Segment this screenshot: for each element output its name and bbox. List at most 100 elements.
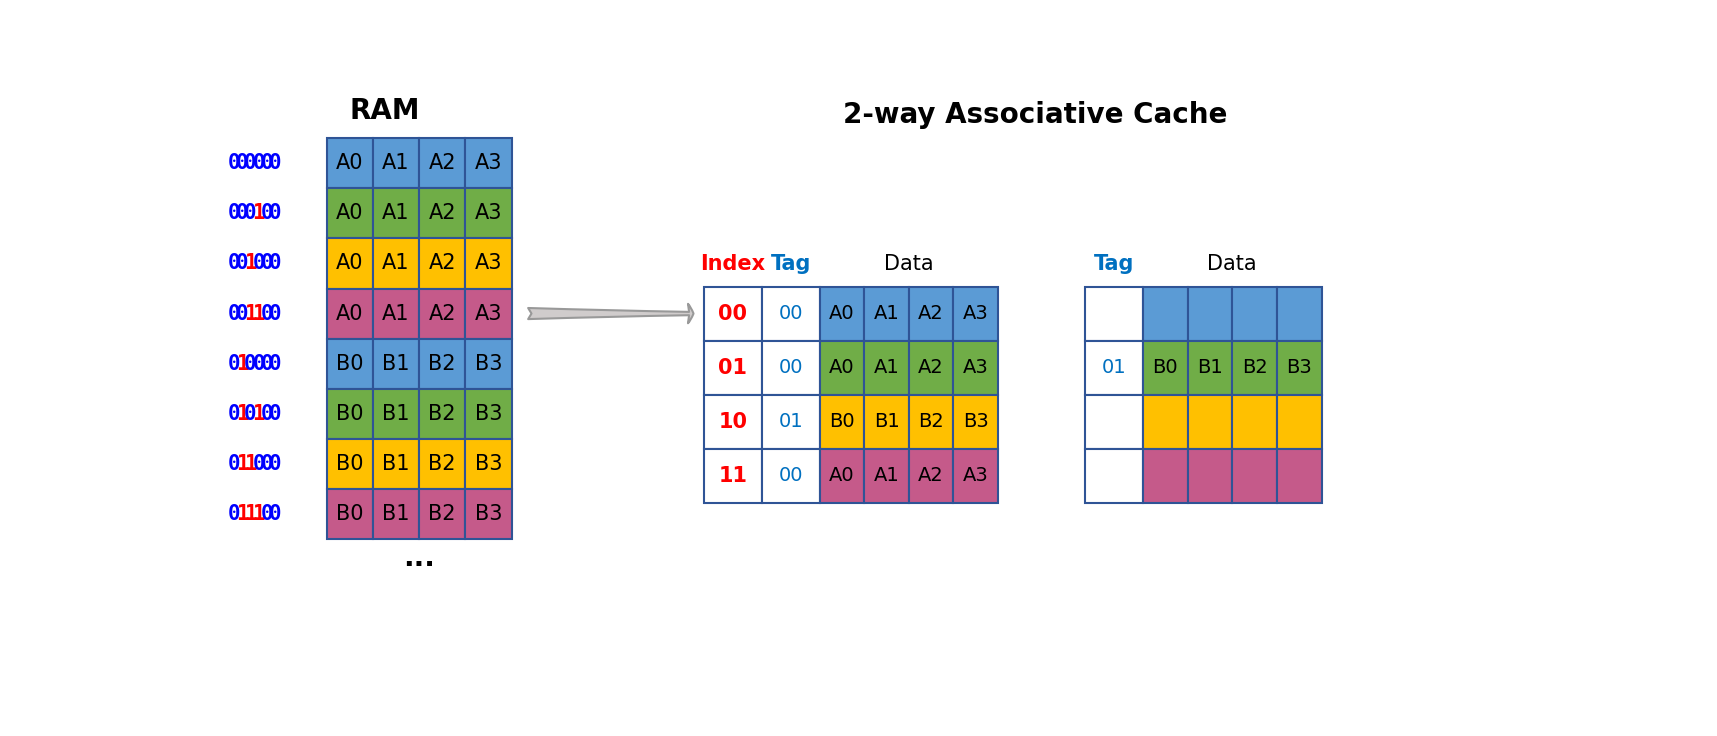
Text: B3: B3 <box>474 453 501 474</box>
Text: 0: 0 <box>252 153 264 174</box>
Bar <box>1188 449 1233 503</box>
Text: 0: 0 <box>228 453 240 474</box>
Text: B2: B2 <box>919 412 944 431</box>
Text: A1: A1 <box>383 303 410 324</box>
Text: 10: 10 <box>718 411 747 432</box>
Text: 0: 0 <box>237 253 249 274</box>
Text: B3: B3 <box>474 503 501 524</box>
Text: B2: B2 <box>429 353 457 374</box>
Bar <box>419 138 465 188</box>
Bar <box>762 394 819 449</box>
Bar <box>326 188 373 238</box>
Text: 1: 1 <box>237 403 249 424</box>
Text: 1: 1 <box>252 503 264 524</box>
Bar <box>419 188 465 238</box>
Text: 0: 0 <box>252 253 264 274</box>
Text: Tag: Tag <box>1094 254 1135 274</box>
Text: A1: A1 <box>383 203 410 224</box>
Bar <box>908 287 953 341</box>
Text: A1: A1 <box>874 358 900 378</box>
Text: 0: 0 <box>268 353 282 374</box>
Bar <box>704 287 762 341</box>
Bar <box>1085 287 1144 341</box>
Text: 1: 1 <box>237 453 249 474</box>
Text: 1: 1 <box>244 503 258 524</box>
Text: 1: 1 <box>244 303 258 324</box>
Bar <box>953 394 998 449</box>
Text: B0: B0 <box>337 503 364 524</box>
Text: A1: A1 <box>874 305 900 323</box>
Bar <box>465 489 512 539</box>
Bar <box>1085 341 1144 394</box>
Text: A2: A2 <box>919 466 944 485</box>
Text: 0: 0 <box>228 253 240 274</box>
Text: RAM: RAM <box>349 97 419 125</box>
Text: B1: B1 <box>383 453 410 474</box>
Bar <box>419 489 465 539</box>
Text: 0: 0 <box>228 153 240 174</box>
Bar <box>819 394 864 449</box>
Bar <box>373 489 419 539</box>
Bar <box>373 188 419 238</box>
Bar <box>373 138 419 188</box>
Bar <box>864 449 908 503</box>
Text: A0: A0 <box>337 253 364 274</box>
Text: 0: 0 <box>268 253 282 274</box>
Text: B0: B0 <box>1152 358 1178 378</box>
Bar <box>908 394 953 449</box>
Text: 0: 0 <box>228 203 240 224</box>
Text: 00: 00 <box>778 466 804 485</box>
Text: A2: A2 <box>429 203 457 224</box>
Text: 00: 00 <box>778 305 804 323</box>
Bar <box>1188 394 1233 449</box>
Bar <box>1277 449 1322 503</box>
Text: B0: B0 <box>337 453 364 474</box>
Bar <box>373 389 419 439</box>
Text: 0: 0 <box>268 503 282 524</box>
Text: 0: 0 <box>252 453 264 474</box>
Bar <box>1085 449 1144 503</box>
Bar <box>819 287 864 341</box>
Bar <box>419 439 465 489</box>
Text: 01: 01 <box>718 358 747 378</box>
Text: A2: A2 <box>919 358 944 378</box>
Text: A0: A0 <box>829 358 855 378</box>
Text: Tag: Tag <box>771 254 810 274</box>
Text: 0: 0 <box>268 153 282 174</box>
Bar <box>465 439 512 489</box>
Bar <box>864 394 908 449</box>
Bar <box>326 339 373 389</box>
Text: B1: B1 <box>1197 358 1223 378</box>
Text: 0: 0 <box>261 503 273 524</box>
Text: A0: A0 <box>829 305 855 323</box>
Bar <box>1188 287 1233 341</box>
Text: 1: 1 <box>244 453 258 474</box>
Text: A2: A2 <box>429 253 457 274</box>
Bar <box>953 449 998 503</box>
Text: B2: B2 <box>1241 358 1267 378</box>
Text: 0: 0 <box>244 203 258 224</box>
Text: 0: 0 <box>268 403 282 424</box>
Text: B3: B3 <box>474 403 501 424</box>
Bar <box>762 341 819 394</box>
Text: A3: A3 <box>474 303 501 324</box>
Text: A3: A3 <box>474 203 501 224</box>
Text: 0: 0 <box>268 453 282 474</box>
Text: 1: 1 <box>252 403 264 424</box>
Bar <box>326 238 373 289</box>
Bar <box>704 341 762 394</box>
Bar <box>1144 394 1188 449</box>
Bar <box>1277 287 1322 341</box>
Bar <box>465 289 512 339</box>
Text: 0: 0 <box>261 403 273 424</box>
Text: B2: B2 <box>429 453 457 474</box>
Bar <box>704 394 762 449</box>
Text: B0: B0 <box>337 403 364 424</box>
Text: 00: 00 <box>718 304 747 324</box>
Text: B0: B0 <box>829 412 855 431</box>
Bar <box>326 138 373 188</box>
Text: 0: 0 <box>237 153 249 174</box>
Text: 0: 0 <box>228 303 240 324</box>
Bar <box>819 449 864 503</box>
Bar <box>326 289 373 339</box>
